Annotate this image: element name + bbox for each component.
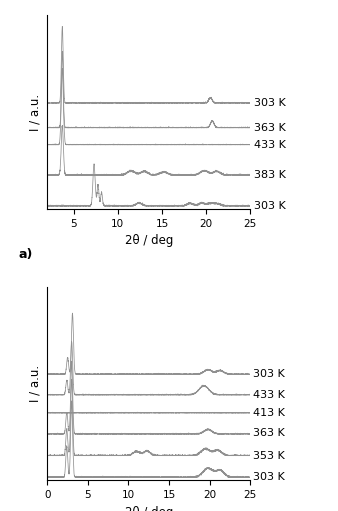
X-axis label: 2θ / deg: 2θ / deg: [124, 505, 173, 511]
Text: 353 K: 353 K: [254, 451, 285, 460]
Text: 303 K: 303 K: [254, 472, 285, 482]
Text: 303 K: 303 K: [254, 369, 285, 379]
Text: 303 K: 303 K: [254, 201, 285, 211]
Text: 413 K: 413 K: [254, 408, 285, 418]
X-axis label: 2θ / deg: 2θ / deg: [124, 235, 173, 247]
Text: a): a): [19, 248, 33, 261]
Text: 383 K: 383 K: [254, 170, 286, 180]
Text: 433 K: 433 K: [254, 390, 285, 400]
Text: 303 K: 303 K: [254, 98, 285, 108]
Text: 363 K: 363 K: [254, 123, 285, 133]
Text: 363 K: 363 K: [254, 428, 285, 438]
Y-axis label: I / a.u.: I / a.u.: [29, 94, 42, 131]
Y-axis label: I / a.u.: I / a.u.: [29, 365, 42, 402]
Text: 433 K: 433 K: [254, 140, 286, 150]
